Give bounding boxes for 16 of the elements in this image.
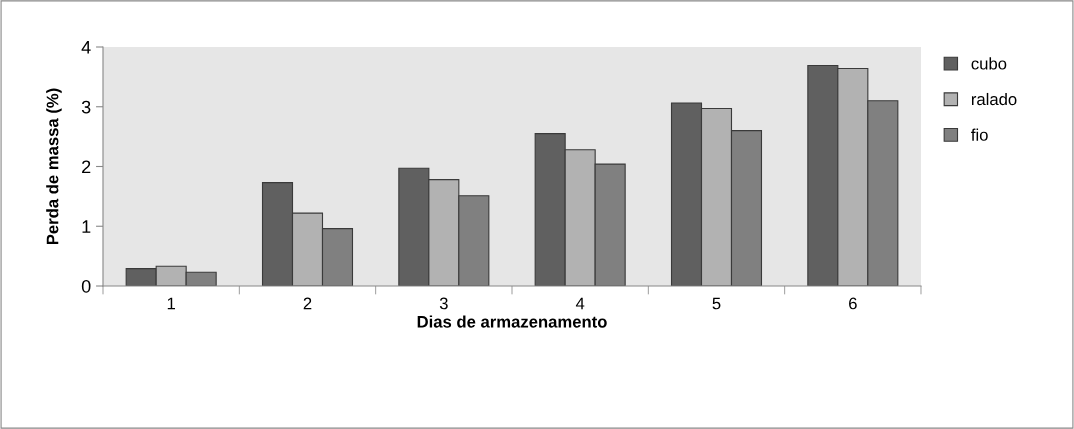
y-axis-title: Perda de massa (%) xyxy=(46,88,62,245)
x-axis-title: Dias de armazenamento xyxy=(417,315,607,328)
legend-label: fio xyxy=(971,128,988,141)
x-tick-label: 4 xyxy=(575,297,585,310)
legend-label: ralado xyxy=(971,92,1017,106)
x-tick-label: 1 xyxy=(167,297,175,310)
x-tick-label: 2 xyxy=(303,297,312,310)
y-tick-label: 4 xyxy=(81,41,91,54)
x-tick-label: 5 xyxy=(712,297,721,310)
x-tick-label: 6 xyxy=(849,297,857,310)
legend-label: cubo xyxy=(971,57,1007,70)
x-tick-label: 3 xyxy=(439,297,448,310)
y-tick-label: 2 xyxy=(82,160,91,174)
y-tick-label: 0 xyxy=(81,279,91,293)
y-tick-label: 1 xyxy=(82,220,91,233)
y-tick-label: 3 xyxy=(81,100,91,114)
